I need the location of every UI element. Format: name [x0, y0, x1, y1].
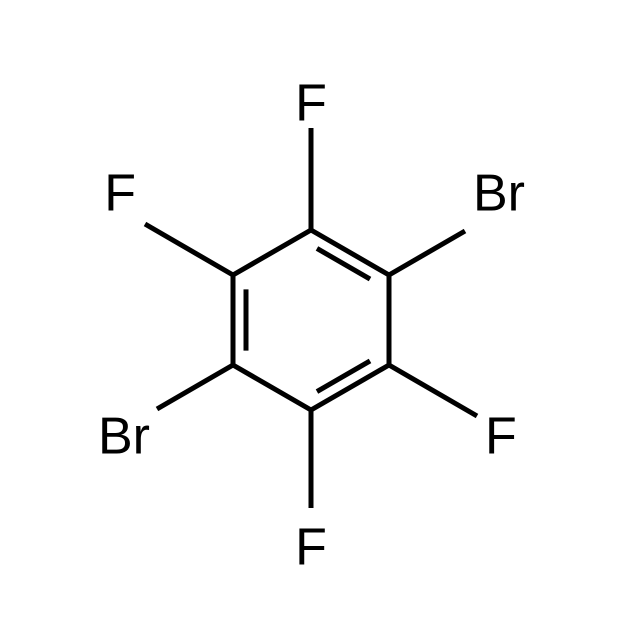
atom-label-f: F [104, 165, 136, 223]
ring-double-bond [317, 248, 370, 279]
ring-bond [233, 365, 311, 410]
substituent-bond [157, 365, 233, 409]
ring-bond [233, 230, 311, 275]
atom-label-f: F [485, 408, 517, 466]
atom-label-br: Br [473, 165, 525, 223]
atom-label-f: F [295, 75, 327, 133]
atom-label-br: Br [98, 408, 150, 466]
molecule-diagram: F Br F F Br F [0, 0, 634, 640]
atom-label-f: F [295, 519, 327, 577]
substituent-bond [145, 224, 233, 275]
ring-double-bond [317, 361, 370, 392]
substituent-bond [389, 365, 477, 416]
substituent-bond [389, 231, 465, 275]
